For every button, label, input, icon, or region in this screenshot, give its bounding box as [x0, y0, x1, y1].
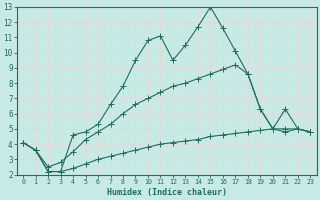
X-axis label: Humidex (Indice chaleur): Humidex (Indice chaleur) — [107, 188, 227, 197]
